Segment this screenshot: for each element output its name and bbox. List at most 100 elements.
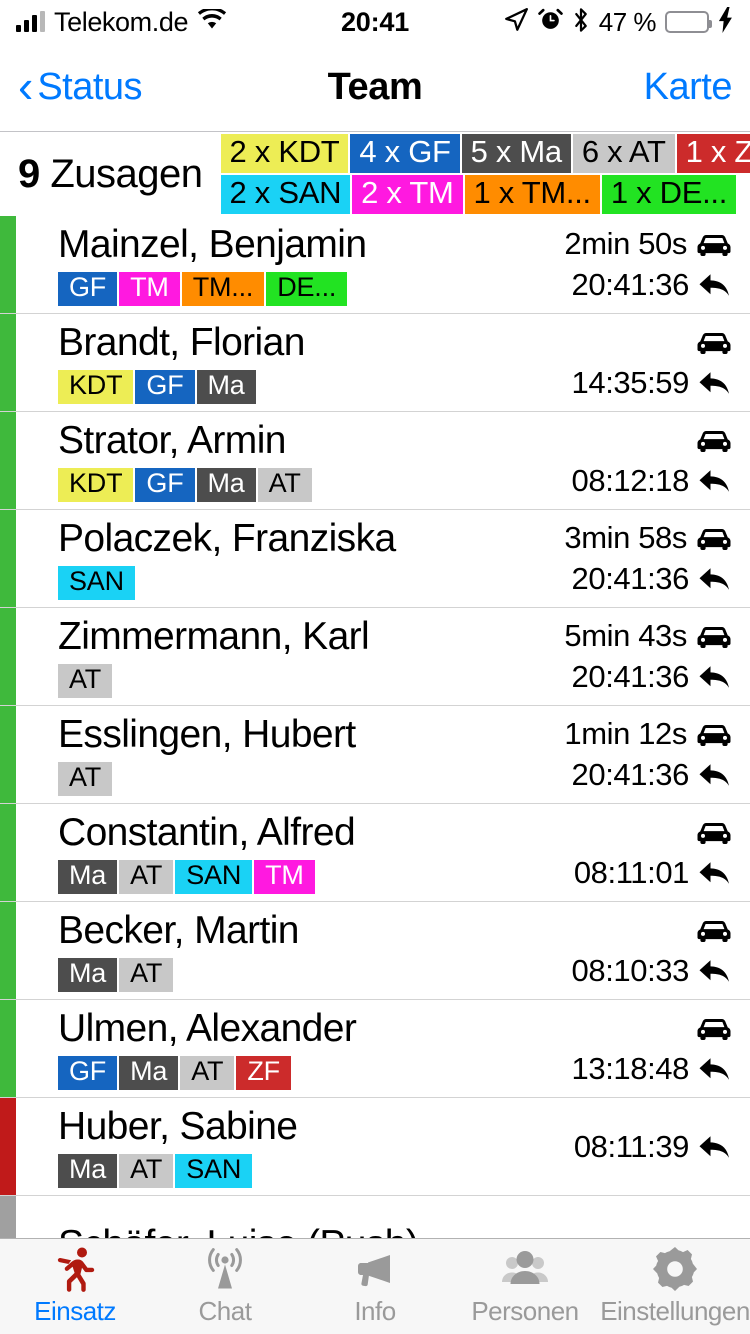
- tab-label: Info: [354, 1296, 396, 1326]
- table-row[interactable]: Esslingen, Hubert AT 1min 12s 20:41:36: [0, 706, 750, 804]
- table-row[interactable]: Schäfer, Luise (Push): [0, 1196, 750, 1238]
- back-button[interactable]: ‹ Status: [18, 63, 143, 109]
- timestamp-line: 08:12:18: [572, 462, 732, 500]
- qualification-tag: TM...: [181, 272, 265, 306]
- table-row[interactable]: Mainzel, Benjamin GF TM TM... DE... 2min 50s 2…: [0, 216, 750, 314]
- summary-badge: 6 x AT: [572, 134, 675, 173]
- row-left: Schäfer, Luise (Push): [58, 1223, 419, 1239]
- table-row[interactable]: Brandt, Florian KDT GF Ma 14:35:59: [0, 314, 750, 412]
- response-timestamp: 20:41:36: [571, 757, 690, 792]
- summary-header: 9 Zusagen 2 x KDT 4 x GF 5 x Ma 6 x AT 1 x Z…: [0, 132, 750, 216]
- summary-badge: 2 x KDT: [220, 134, 349, 173]
- table-row[interactable]: Zimmermann, Karl AT 5min 43s 20:41:36: [0, 608, 750, 706]
- row-right: 08:10:33: [572, 911, 732, 990]
- row-left: Huber, Sabine Ma AT SAN: [58, 1105, 298, 1188]
- table-row[interactable]: Ulmen, Alexander GF Ma AT ZF 13:18:48: [0, 1000, 750, 1098]
- timestamp-line: 20:41:36: [572, 266, 732, 304]
- megaphone-icon: [352, 1246, 398, 1292]
- qualification-tags: Ma AT: [58, 958, 299, 992]
- battery-percent-label: 47 %: [598, 6, 657, 37]
- row-status-indicator: [0, 1196, 16, 1238]
- qualification-tags: AT: [58, 762, 356, 796]
- eta-line: [696, 911, 732, 949]
- timestamp-line: 08:11:39: [574, 1128, 732, 1166]
- qualification-tags: KDT GF Ma: [58, 370, 305, 404]
- qualification-tag: AT: [119, 958, 174, 992]
- qualification-tag: AT: [58, 664, 113, 698]
- table-row[interactable]: Polaczek, Franziska SAN 3min 58s 20:41:36: [0, 510, 750, 608]
- row-left: Ulmen, Alexander GF Ma AT ZF: [58, 1007, 357, 1090]
- timestamp-line: 08:10:33: [572, 952, 732, 990]
- table-row[interactable]: Huber, Sabine Ma AT SAN 08:11:39: [0, 1098, 750, 1196]
- charging-bolt-icon: [718, 6, 734, 38]
- row-body: Esslingen, Hubert AT 1min 12s 20:41:36: [16, 706, 750, 803]
- wifi-icon: [197, 6, 227, 36]
- eta-line: 3min 58s: [564, 519, 732, 557]
- row-left: Zimmermann, Karl AT: [58, 615, 370, 698]
- row-body: Becker, Martin Ma AT 08:10:33: [16, 902, 750, 999]
- row-right: 08:11:39: [574, 1128, 732, 1166]
- tab-einsatz[interactable]: Einsatz: [0, 1239, 150, 1334]
- member-name: Mainzel, Benjamin: [58, 223, 367, 267]
- back-button-label: Status: [37, 66, 143, 108]
- member-name: Schäfer, Luise (Push): [58, 1223, 419, 1239]
- qualification-tags: AT: [58, 664, 369, 698]
- car-icon: [697, 823, 731, 844]
- qualification-tags: Ma AT SAN: [58, 1154, 297, 1188]
- row-body: Constantin, Alfred Ma AT SAN TM 08:11:01: [16, 804, 750, 901]
- row-right: 14:35:59: [572, 323, 732, 402]
- summary-badge: 2 x SAN: [220, 175, 351, 214]
- row-status-indicator: [0, 1098, 16, 1195]
- tab-chat[interactable]: Chat: [150, 1239, 300, 1334]
- eta-line: [696, 421, 732, 459]
- car-icon: [697, 235, 731, 256]
- row-body: Strator, Armin KDT GF Ma AT 08:12:18: [16, 412, 750, 509]
- qualification-tag: GF: [135, 468, 195, 502]
- timestamp-line: 13:18:48: [572, 1050, 732, 1088]
- row-status-indicator: [0, 314, 16, 411]
- row-left: Brandt, Florian KDT GF Ma: [58, 321, 305, 404]
- eta-line: 2min 50s: [564, 225, 732, 263]
- team-member-list[interactable]: Mainzel, Benjamin GF TM TM... DE... 2min 50s 2…: [0, 216, 750, 1238]
- navigation-bar: ‹ Status Team Karte: [0, 44, 750, 132]
- table-row[interactable]: Constantin, Alfred Ma AT SAN TM 08:11:01: [0, 804, 750, 902]
- table-row[interactable]: Becker, Martin Ma AT 08:10:33: [0, 902, 750, 1000]
- tab-einstellungen[interactable]: Einstellungen: [600, 1239, 750, 1334]
- tab-label: Personen: [471, 1296, 579, 1326]
- row-left: Mainzel, Benjamin GF TM TM... DE...: [58, 223, 367, 306]
- member-name: Strator, Armin: [58, 419, 286, 463]
- map-button[interactable]: Karte: [643, 66, 733, 108]
- response-timestamp: 08:10:33: [571, 953, 690, 988]
- acceptance-count: 9 Zusagen: [18, 152, 203, 197]
- summary-badge: 1 x ZF: [676, 134, 750, 173]
- tab-personen[interactable]: Personen: [450, 1239, 600, 1334]
- tab-info[interactable]: Info: [300, 1239, 450, 1334]
- antenna-signal-icon: [203, 1246, 247, 1292]
- qualification-tag: GF: [135, 370, 195, 404]
- car-icon: [697, 431, 731, 452]
- qualification-tag: Ma: [58, 958, 118, 992]
- summary-badge-row: 2 x SAN 2 x TM 1 x TM... 1 x DE...: [220, 175, 750, 214]
- reply-arrow-icon: [699, 372, 729, 394]
- qualification-tag: DE...: [266, 272, 348, 306]
- qualification-tag: TM: [119, 272, 180, 306]
- row-status-indicator: [0, 510, 16, 607]
- row-right: 1min 12s 20:41:36: [564, 715, 732, 794]
- row-body: Ulmen, Alexander GF Ma AT ZF 13:18:48: [16, 1000, 750, 1097]
- qualification-tags: KDT GF Ma AT: [58, 468, 312, 502]
- gear-icon: [652, 1246, 698, 1292]
- qualification-tag: AT: [119, 1154, 174, 1188]
- location-arrow-icon: [503, 7, 529, 38]
- reply-arrow-icon: [699, 1135, 729, 1158]
- row-right: 3min 58s 20:41:36: [564, 519, 732, 598]
- qualification-tag: SAN: [58, 566, 135, 600]
- qualification-tags: SAN: [58, 566, 396, 600]
- row-body: Polaczek, Franziska SAN 3min 58s 20:41:36: [16, 510, 750, 607]
- member-name: Ulmen, Alexander: [58, 1007, 357, 1051]
- reply-arrow-icon: [699, 568, 729, 590]
- summary-badge: 1 x DE...: [601, 175, 737, 214]
- table-row[interactable]: Strator, Armin KDT GF Ma AT 08:12:18: [0, 412, 750, 510]
- running-person-icon: [53, 1246, 97, 1292]
